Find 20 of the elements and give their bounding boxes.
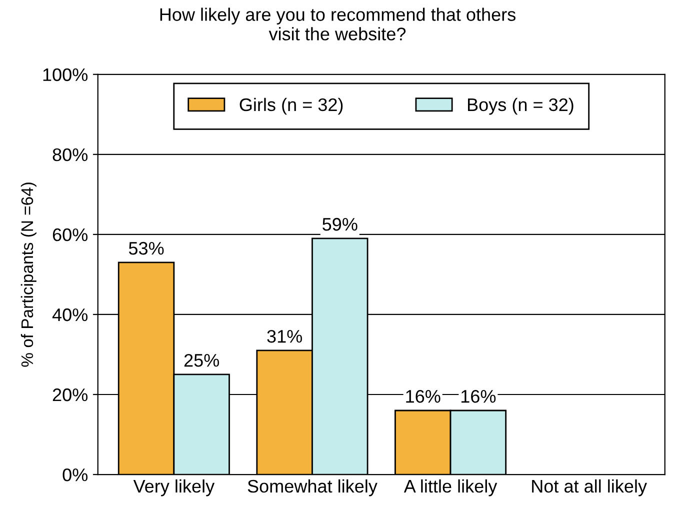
chart-title: How likely are you to recommend that others visit the website? — [160, 8, 516, 40]
y-tick-label: 100% — [43, 68, 88, 82]
data-label: 25% — [184, 354, 220, 367]
y-tick-label: 0% — [62, 468, 88, 482]
data-label: 31% — [267, 330, 302, 343]
data-label: 16% — [461, 390, 496, 403]
y-axis-title: % of Participants (N =64) — [20, 182, 36, 367]
data-label: 16% — [406, 390, 440, 403]
data-label: 53% — [128, 242, 164, 255]
y-tick-label: 60% — [52, 228, 88, 242]
x-tick-label: Very likely — [133, 479, 215, 496]
data-label: 59% — [322, 218, 358, 231]
x-tick-label: Not at all likely — [532, 479, 647, 496]
legend-label: Girls (n = 32) — [240, 98, 343, 115]
y-tick-label: 80% — [52, 148, 88, 162]
legend-label: Boys (n = 32) — [468, 98, 574, 115]
x-tick-label: A little likely — [404, 479, 498, 496]
x-tick-label: Somewhat likely — [248, 479, 378, 496]
y-tick-label: 20% — [52, 388, 88, 402]
y-tick-label: 40% — [52, 308, 88, 322]
